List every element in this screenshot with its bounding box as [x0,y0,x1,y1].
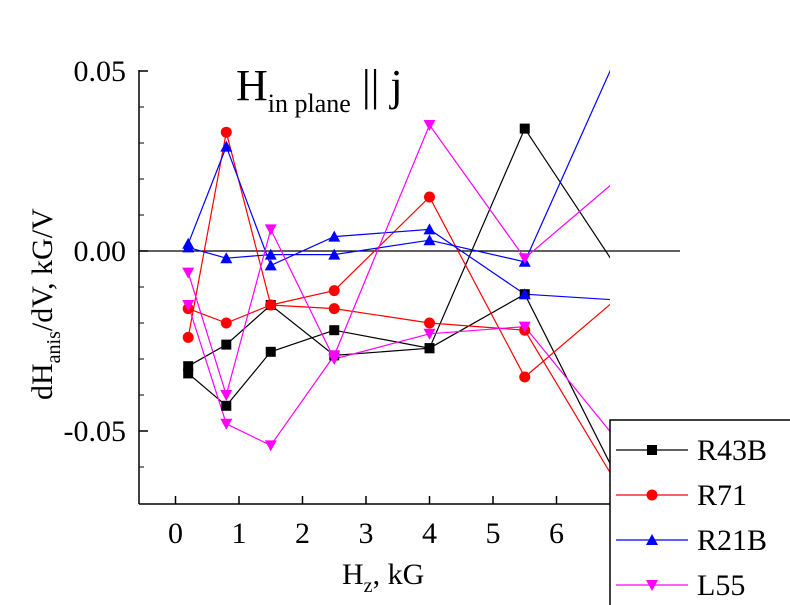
x-tick-label: 1 [232,517,247,550]
legend-label-R43B: R43B [697,434,767,467]
legend: R43B R71 R21B L55 [609,419,790,605]
legend-label-L55: L55 [697,569,745,602]
data-point-R21B [423,234,436,246]
x-tick-label: 4 [422,517,437,550]
data-point-R71 [265,299,277,311]
y-tick-label: 0.00 [74,235,127,268]
data-point-R71 [220,126,232,138]
chart-title-subscript: in plane [268,89,351,118]
legend-marker-R71 [646,489,658,501]
data-point-R71 [424,191,435,203]
data-point-R71 [424,317,435,329]
data-point-L55 [264,224,277,236]
data-point-R43B [424,343,435,354]
y-axis-title: dHanis/dV, kG/V [26,208,65,400]
x-tick-label: 3 [359,517,374,550]
data-point-R71 [220,317,232,329]
series-markers [182,120,531,452]
chart-title: Hin plane || j [236,61,403,118]
y-tick-label: 0.05 [74,55,127,88]
data-point-R71 [328,303,340,315]
data-point-R43B [221,400,232,411]
y-tick-label: -0.05 [64,415,127,448]
x-axis-title-subscript: z [364,575,373,597]
data-point-R21B [328,248,341,260]
data-point-R21B [423,223,436,235]
data-point-L55 [182,300,195,311]
data-point-R21B [220,140,233,152]
legend-items: R43B R71 R21B L55 [616,434,767,602]
data-point-R43B [329,325,340,336]
data-point-L55 [264,440,277,452]
data-point-R43B [519,123,530,134]
series-line-R21B [188,69,610,263]
x-tick-label: 2 [295,517,310,550]
y-axis-title-suffix: /dV, kG/V [26,208,59,331]
x-axis-title-suffix: , kG [373,558,425,591]
data-point-L55 [182,267,195,279]
legend-marker-R43B [647,445,657,455]
y-axis-title-subscript: anis [43,331,65,363]
data-point-L55 [423,120,436,131]
legend-label-R21B: R21B [697,524,767,557]
data-point-R21B [182,241,195,253]
chart-title-suffix: || j [351,61,403,110]
data-point-R71 [182,331,194,343]
series-line-L55 [187,227,610,433]
data-point-L55 [220,418,233,430]
x-tick-label: 5 [486,517,501,550]
data-point-L55 [423,328,436,340]
data-point-L55 [220,390,233,401]
x-axis-title-main: H [342,558,364,591]
legend-marker-L55 [646,580,658,591]
data-point-R21B [518,288,531,300]
data-point-R43B [183,361,194,372]
data-point-L55 [518,253,531,265]
x-tick-label: 6 [549,517,564,550]
x-axis-title: Hz, kG [342,558,424,597]
axis-ticks: 0 1 2 3 4 5 6 -0.05 0.00 0.05 [64,55,565,550]
data-point-L55 [518,321,531,333]
legend-label-R71: R71 [697,479,747,512]
data-point-L55 [328,354,341,365]
series-line-R21B [187,144,610,301]
y-axis-title-main: dH [26,363,59,400]
legend-marker-R21B [646,534,658,545]
data-point-R21B [220,252,233,264]
data-point-R71 [519,371,531,383]
chart-title-main: H [236,61,268,110]
data-point-R21B [328,230,341,242]
data-point-R43B [221,339,232,350]
data-point-R21B [264,248,277,260]
data-point-R71 [328,285,340,297]
data-point-R43B [183,368,194,379]
x-tick-label: 0 [168,517,183,550]
data-point-R43B [265,346,276,357]
legend-box [609,419,790,605]
series-line-R71 [187,132,610,378]
data-point-R21B [264,259,277,271]
